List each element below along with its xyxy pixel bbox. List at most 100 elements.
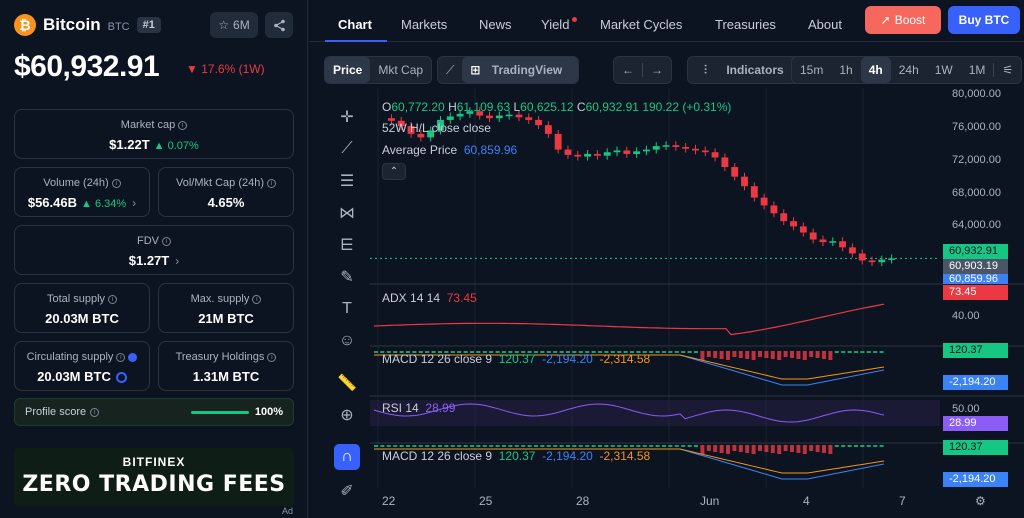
macd2-histogram-bar [431, 445, 436, 447]
interval-24h[interactable]: 24h [898, 63, 919, 77]
trendline-icon[interactable]: ⟋ [341, 140, 353, 157]
treasury-card[interactable]: Treasury Holdings i 1.31M BTC [158, 341, 294, 391]
max-supply-card[interactable]: Max. supply i 21M BTC [158, 283, 294, 333]
line-chart-icon[interactable]: ⟋ [446, 62, 455, 77]
settings-sliders-icon[interactable]: ⚟ [1002, 63, 1014, 77]
legend-macd-2: MACD 12 26 close 9 120.37 -2,194.20 -2,3… [382, 449, 651, 463]
tab-yield[interactable]: Yield [541, 17, 570, 32]
pattern-icon[interactable]: ⋈ [339, 205, 355, 222]
y-tick: 64,000.00 [952, 219, 1001, 231]
macd2-histogram-bar [495, 445, 500, 447]
interval-1w[interactable]: 1W [934, 63, 953, 77]
rsi-tag: 28.99 [943, 416, 1008, 431]
info-icon: i [162, 236, 171, 246]
mktcap-toggle[interactable]: Mkt Cap [378, 63, 424, 77]
ad-banner[interactable]: BITFINEX ZERO TRADING FEES [14, 448, 294, 506]
macd1-histogram-bar [457, 351, 462, 353]
info-icon: i [267, 178, 277, 188]
price-chart[interactable] [370, 88, 1024, 518]
macd2-histogram-bar [770, 445, 775, 453]
ruler-icon[interactable]: 📏 [337, 375, 357, 392]
macd2-histogram-bar [457, 445, 462, 447]
macd1-histogram-bar [866, 351, 871, 353]
circulating-supply-card[interactable]: Circulating supply i 20.03M BTC [14, 341, 150, 391]
candle [888, 258, 896, 260]
candle [731, 167, 739, 177]
tab-chart[interactable]: Chart [338, 17, 372, 32]
vol-mkt-card[interactable]: Vol/Mkt Cap (24h) i 4.65% [158, 167, 294, 217]
text-icon[interactable]: T [342, 300, 352, 317]
candle [515, 114, 523, 118]
undo-icon[interactable]: ← [622, 63, 634, 77]
chart-settings-icon[interactable]: ⚙ [975, 494, 986, 508]
buy-button[interactable]: Buy BTC [948, 6, 1020, 34]
macd1-histogram-bar [674, 351, 679, 353]
interval-1h[interactable]: 1h [839, 63, 853, 77]
macd1-histogram-bar [681, 351, 686, 353]
candle [760, 197, 768, 206]
macd1-histogram-bar [668, 351, 673, 353]
fib-icon[interactable]: ⋿ [340, 237, 354, 254]
x-tick: 22 [382, 494, 396, 508]
magnet-icon[interactable]: ∩ [334, 444, 360, 470]
watchlist-button[interactable]: ☆ 6M [210, 12, 258, 38]
info-icon: i [111, 178, 121, 188]
macd1-histogram-bar [649, 351, 654, 353]
coin-header: ₿ Bitcoin BTC #1 [14, 12, 161, 38]
macd1-histogram-bar [374, 351, 378, 353]
macd1-tag: 120.37 [943, 343, 1008, 358]
macd2-histogram-bar [834, 445, 839, 447]
rank-badge: #1 [136, 17, 161, 33]
macd2-histogram-bar [399, 445, 404, 447]
emoji-icon[interactable]: ☺ [338, 332, 356, 349]
horizontal-lines-icon[interactable]: ☰ [339, 173, 355, 190]
macd2-histogram-bar [764, 445, 769, 452]
tradingview-toggle[interactable]: ⊞ TradingView [462, 57, 579, 83]
fdv-card[interactable]: FDV i $1.27T › [14, 225, 294, 275]
candle [593, 153, 601, 156]
redo-icon[interactable]: → [651, 63, 663, 77]
macd2-histogram-bar [879, 445, 884, 447]
price-mktcap-toggle: Price Mkt Cap [324, 56, 433, 84]
volume-card[interactable]: Volume (24h) i $56.46B ▲ 6.34% › [14, 167, 150, 217]
total-supply-card[interactable]: Total supply i 20.03M BTC [14, 283, 150, 333]
market-cap-card[interactable]: Market cap i $1.22T ▲ 0.07% [14, 109, 294, 159]
macd1-histogram-bar [393, 351, 398, 353]
macd1-histogram-bar [802, 351, 807, 360]
share-button[interactable] [265, 12, 293, 38]
zoom-icon[interactable]: ⊕ [340, 407, 354, 424]
interval-4h[interactable]: 4h [860, 57, 891, 83]
macd2-histogram-bar [873, 445, 878, 447]
legend-rsi: RSI 14 28.99 [382, 401, 456, 415]
macd2-histogram-bar [822, 445, 826, 453]
tab-treasuries[interactable]: Treasuries [715, 17, 776, 32]
profile-score[interactable]: Profile score i 100% [14, 398, 294, 426]
macd1-histogram-bar [783, 351, 788, 357]
candle [652, 146, 660, 150]
brush-icon[interactable]: ✎ [340, 269, 354, 286]
boost-button[interactable]: ➚ Boost [865, 6, 941, 34]
interval-selector: 15m 1h 4h 24h 1W 1M ⚟ [791, 56, 1023, 84]
price-change: ▼ 17.6% (1W) [186, 62, 265, 76]
tab-markets[interactable]: Markets [401, 17, 448, 32]
lock-icon[interactable]: ✐ [340, 483, 354, 500]
macd2-histogram-bar [655, 445, 660, 447]
boost-label: Boost [894, 13, 926, 27]
indicators-button[interactable]: ⫶ Indicators [687, 56, 801, 84]
collapse-legend-button[interactable]: ⌃ [382, 163, 406, 180]
candle [819, 239, 827, 243]
macd1-histogram-bar [732, 351, 737, 357]
interval-1m[interactable]: 1M [968, 63, 986, 77]
crosshair-icon[interactable]: ✛ [340, 109, 354, 126]
price-toggle[interactable]: Price [325, 57, 371, 83]
candle [633, 151, 641, 154]
macd2-histogram-bar [540, 445, 545, 447]
tab-market-cycles[interactable]: Market Cycles [600, 17, 683, 32]
interval-15m[interactable]: 15m [800, 63, 824, 77]
tab-news[interactable]: News [479, 17, 512, 32]
candle [790, 221, 797, 227]
info-icon: i [108, 294, 118, 304]
treasury-label: Treasury Holdings [175, 351, 265, 363]
macd2-histogram-bar [649, 445, 654, 447]
tab-about[interactable]: About [808, 17, 842, 32]
